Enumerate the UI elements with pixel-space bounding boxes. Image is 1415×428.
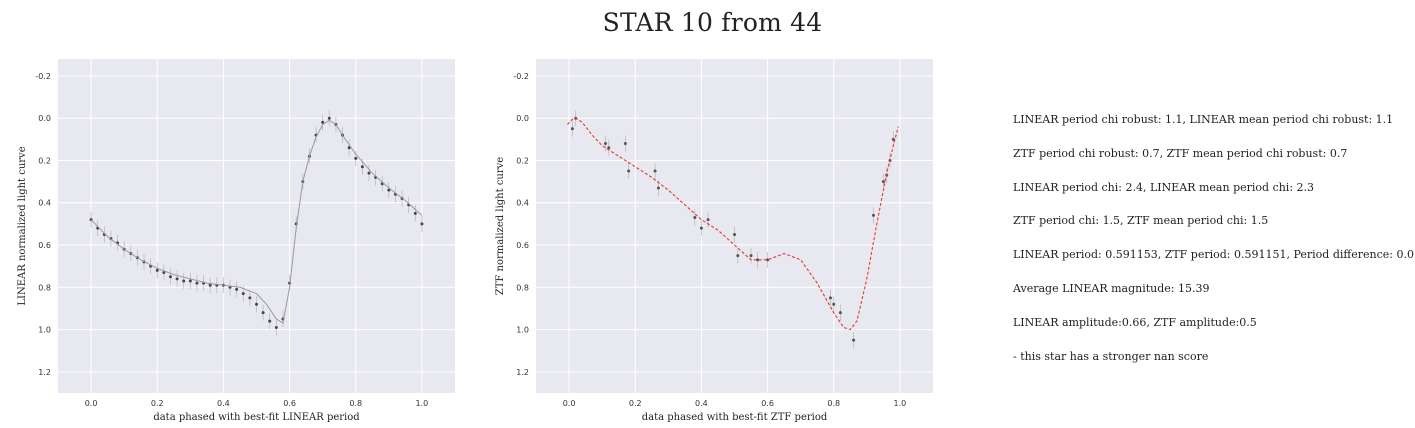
data-point	[235, 287, 239, 291]
data-point	[241, 292, 245, 296]
data-point	[699, 226, 703, 230]
y-tick-label: 1.2	[516, 368, 529, 377]
x-tick-label: 0.2	[151, 399, 164, 408]
data-point	[162, 271, 166, 275]
data-point	[623, 142, 627, 146]
y-tick-labels: -0.2 0.0 0.2 0.4 0.6 0.8 1.0 1.2	[513, 72, 529, 377]
data-point	[627, 169, 631, 173]
y-tick-label: 0.6	[516, 241, 529, 250]
statistics-notes: LINEAR period chi robust: 1.1, LINEAR me…	[1013, 113, 1414, 383]
x-axis-label: data phased with best-fit LINEAR period	[153, 412, 360, 423]
ztf-light-curve-chart: 0.0 0.2 0.4 0.6 0.8 1.0 -0.2 0.0 0.2 0.4 0.6 0.8 1.0…	[495, 59, 933, 423]
x-tick-label: 0.2	[629, 399, 642, 408]
data-point	[881, 180, 885, 184]
x-tick-labels: 0.0 0.2 0.4 0.6 0.8 1.0	[563, 399, 907, 408]
data-point	[828, 296, 832, 300]
data-point	[347, 146, 351, 150]
data-point	[736, 254, 740, 258]
data-point	[832, 302, 836, 306]
data-point	[413, 211, 417, 215]
data-point	[603, 142, 607, 146]
data-point	[653, 169, 657, 173]
x-tick-labels: 0.0 0.2 0.4 0.6 0.8 1.0	[85, 399, 429, 408]
data-point	[195, 281, 199, 285]
x-axis-label: data phased with best-fit ZTF period	[642, 412, 828, 423]
y-tick-label: 1.2	[38, 368, 51, 377]
data-point	[182, 279, 186, 283]
x-tick-label: 0.0	[85, 399, 98, 408]
data-point	[354, 156, 358, 160]
data-point	[706, 218, 710, 222]
note-nan-score: - this star has a stronger nan score	[1013, 349, 1209, 363]
data-point	[387, 188, 391, 192]
data-point	[248, 296, 252, 300]
note-linear-chi-robust: LINEAR period chi robust: 1.1, LINEAR me…	[1013, 113, 1394, 126]
x-tick-label: 1.0	[894, 399, 907, 408]
y-tick-label: 0.8	[516, 283, 529, 292]
data-point	[175, 277, 179, 281]
y-axis-label: LINEAR normalized light curve	[17, 146, 28, 305]
figure-title: STAR 10 from 44	[602, 8, 823, 37]
y-tick-label: 0.6	[38, 241, 51, 250]
data-point	[188, 279, 192, 283]
data-point	[852, 338, 856, 342]
x-tick-label: 0.8	[827, 399, 840, 408]
x-tick-label: 0.4	[695, 399, 708, 408]
fit-curve	[90, 119, 423, 325]
data-point	[168, 275, 172, 279]
data-point	[261, 311, 265, 315]
x-tick-label: 0.6	[283, 399, 296, 408]
y-tick-label: -0.2	[513, 72, 529, 81]
data-point	[693, 216, 697, 220]
note-ztf-chi: ZTF period chi: 1.5, ZTF mean period chi…	[1013, 214, 1269, 228]
data-point	[367, 171, 371, 175]
y-tick-labels: -0.2 0.0 0.2 0.4 0.6 0.8 1.0 1.2	[35, 72, 51, 377]
note-ztf-chi-robust: ZTF period chi robust: 0.7, ZTF mean per…	[1013, 146, 1348, 160]
y-tick-label: 1.0	[38, 326, 51, 335]
data-point	[321, 120, 325, 124]
y-tick-label: 0.4	[38, 199, 51, 208]
x-tick-label: 1.0	[416, 399, 429, 408]
data-point	[208, 283, 212, 287]
data-point	[607, 146, 611, 150]
y-tick-label: 1.0	[516, 326, 529, 335]
plot-area	[536, 59, 933, 393]
x-tick-label: 0.6	[761, 399, 774, 408]
plot-area	[58, 59, 455, 393]
data-point	[871, 213, 875, 217]
data-points	[570, 110, 895, 349]
data-point	[756, 258, 760, 262]
y-tick-label: -0.2	[35, 72, 51, 81]
note-average-magnitude: Average LINEAR magnitude: 15.39	[1013, 281, 1210, 295]
x-tick-label: 0.4	[217, 399, 230, 408]
y-tick-label: 0.0	[38, 114, 51, 123]
data-point	[420, 222, 424, 226]
note-linear-chi: LINEAR period chi: 2.4, LINEAR mean peri…	[1013, 180, 1315, 194]
y-tick-label: 0.2	[516, 156, 529, 165]
y-axis-label: ZTF normalized light curve	[495, 157, 506, 295]
note-amplitudes: LINEAR amplitude:0.66, ZTF amplitude:0.5	[1013, 315, 1257, 329]
data-point	[733, 232, 736, 236]
data-point	[891, 137, 895, 141]
data-point	[766, 258, 770, 262]
data-point	[255, 302, 258, 306]
y-tick-label: 0.4	[516, 199, 529, 208]
data-point	[274, 325, 278, 329]
fit-curve	[566, 117, 899, 331]
data-point	[749, 254, 753, 258]
data-point	[360, 165, 364, 169]
note-periods: LINEAR period: 0.591153, ZTF period: 0.5…	[1013, 248, 1414, 262]
data-point	[656, 186, 660, 190]
data-point	[268, 319, 272, 323]
x-tick-label: 0.0	[563, 399, 576, 408]
data-point	[327, 116, 331, 120]
linear-light-curve-chart: 0.0 0.2 0.4 0.6 0.8 1.0 -0.2 0.0 0.2 0.4 0.6 0.8 1.0…	[17, 59, 455, 423]
y-tick-label: 0.8	[38, 283, 51, 292]
data-point	[570, 127, 574, 131]
y-tick-label: 0.2	[38, 156, 51, 165]
data-point	[838, 311, 842, 315]
data-point	[155, 268, 159, 272]
y-tick-label: 0.0	[516, 114, 529, 123]
x-tick-label: 0.8	[349, 399, 362, 408]
